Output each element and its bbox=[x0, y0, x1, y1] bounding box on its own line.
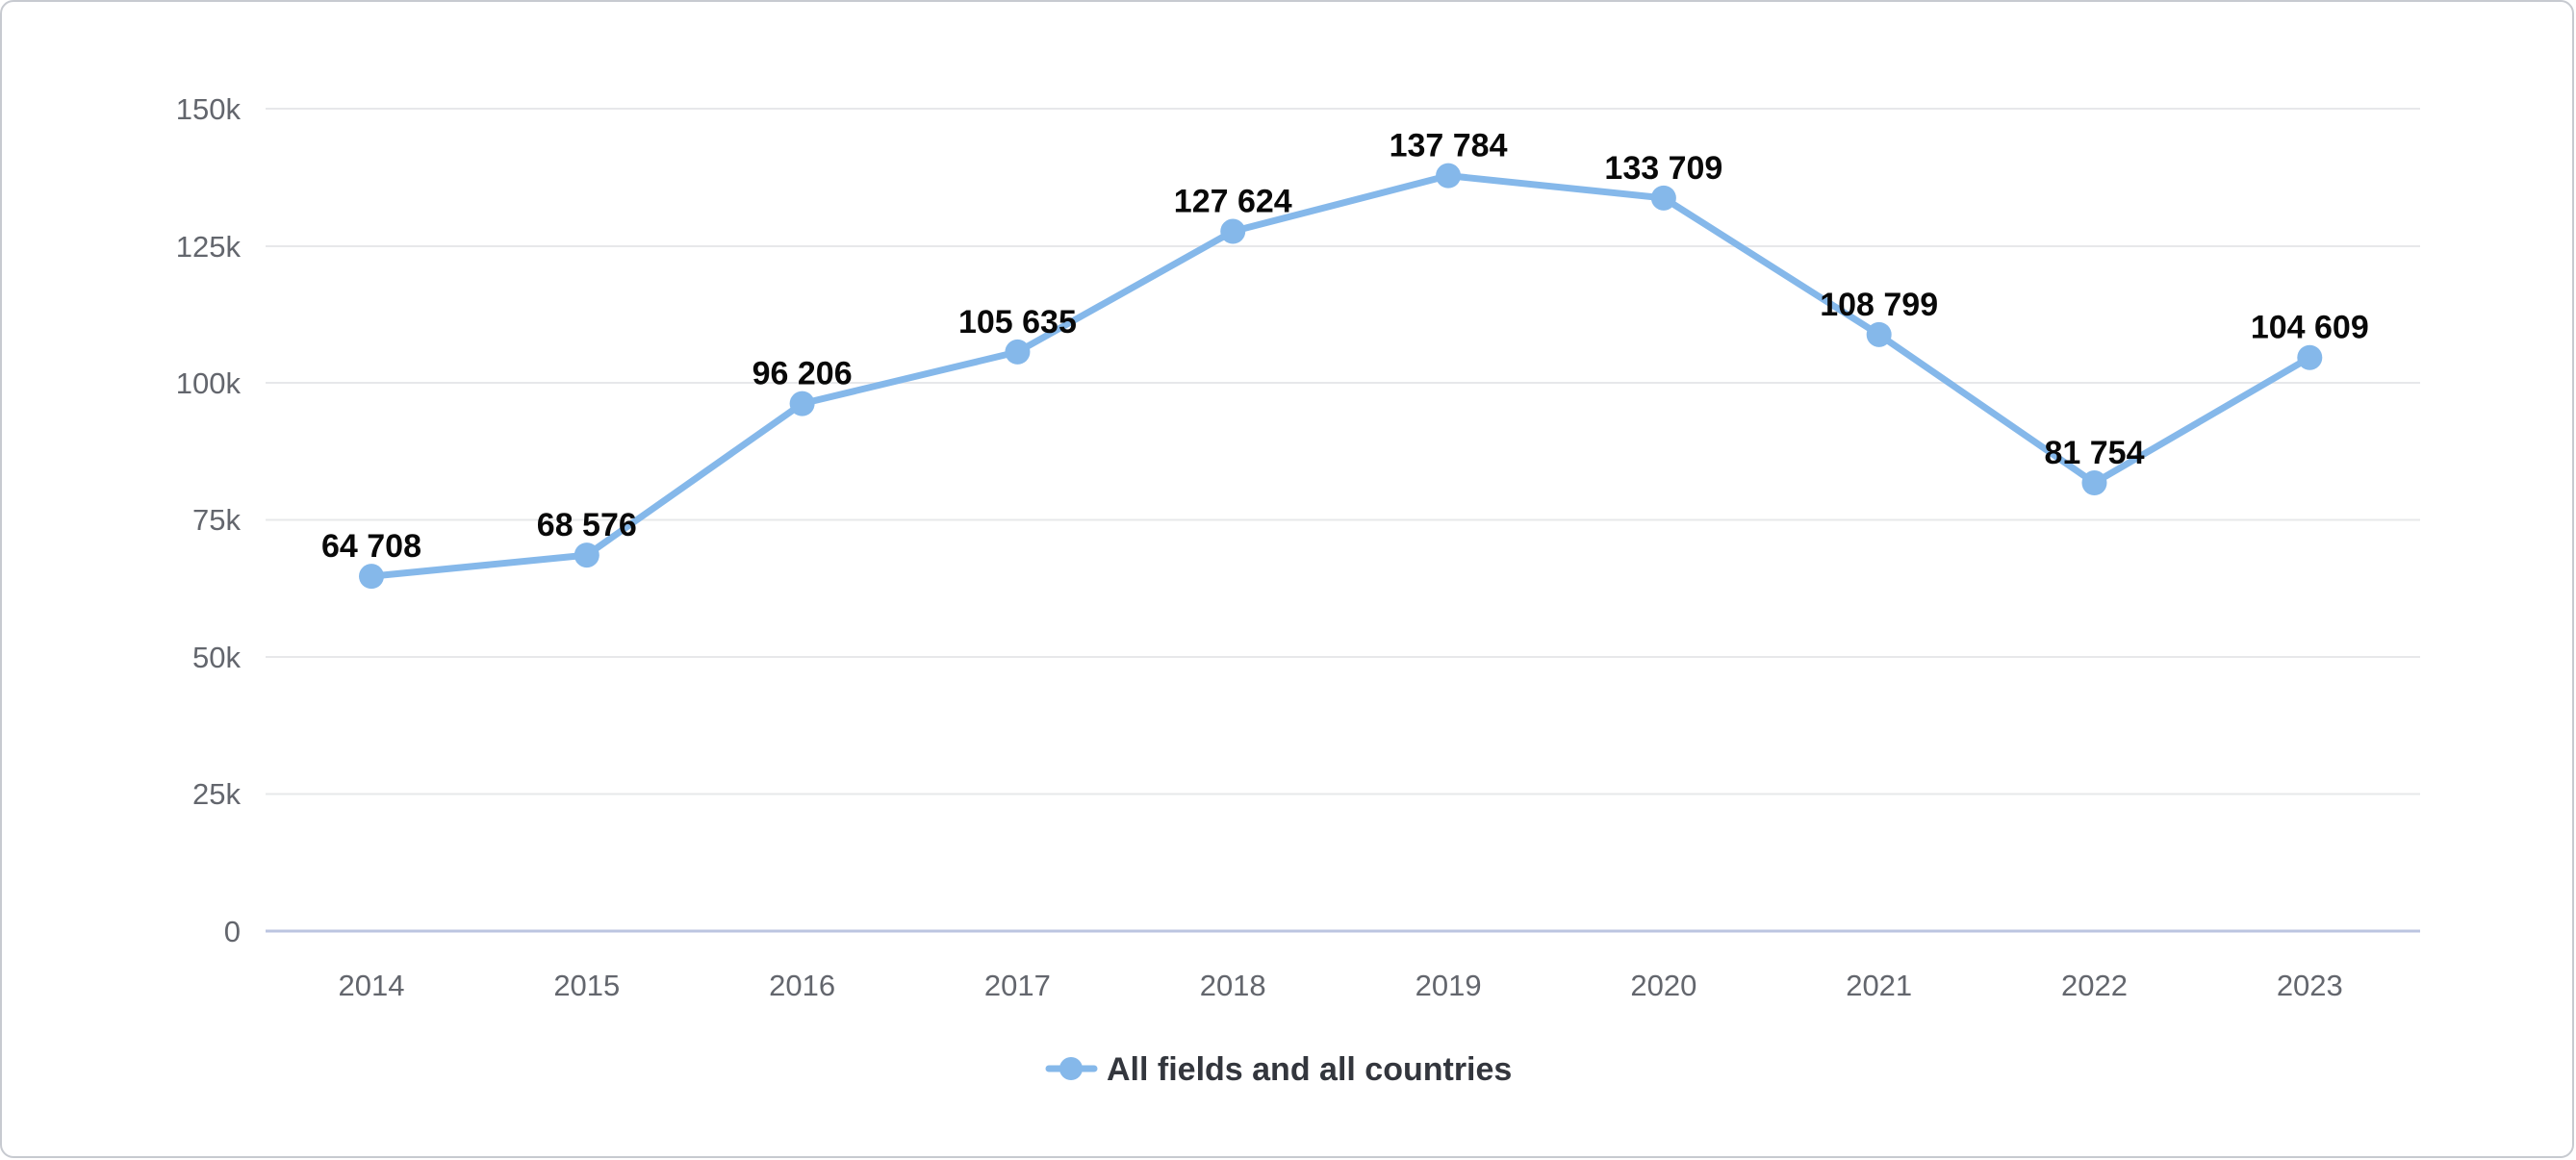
svg-text:68 576: 68 576 bbox=[537, 507, 637, 543]
svg-text:All fields and all countries: All fields and all countries bbox=[1107, 1051, 1512, 1088]
svg-text:133 709: 133 709 bbox=[1604, 150, 1722, 187]
svg-text:2019: 2019 bbox=[1416, 969, 1482, 1002]
svg-text:105 635: 105 635 bbox=[958, 304, 1077, 340]
svg-text:2022: 2022 bbox=[2061, 969, 2128, 1002]
svg-text:2016: 2016 bbox=[769, 969, 835, 1002]
svg-text:108 799: 108 799 bbox=[1820, 287, 1938, 323]
svg-text:100k: 100k bbox=[176, 366, 242, 400]
svg-text:96 206: 96 206 bbox=[752, 356, 853, 392]
svg-text:75k: 75k bbox=[192, 503, 241, 537]
svg-text:50k: 50k bbox=[192, 641, 241, 674]
svg-text:137 784: 137 784 bbox=[1390, 128, 1508, 164]
svg-text:81 754: 81 754 bbox=[2044, 435, 2144, 471]
svg-text:125k: 125k bbox=[176, 230, 242, 264]
svg-text:2023: 2023 bbox=[2277, 969, 2343, 1002]
svg-text:2020: 2020 bbox=[1630, 969, 1696, 1002]
svg-text:2021: 2021 bbox=[1846, 969, 1912, 1002]
svg-text:25k: 25k bbox=[192, 777, 241, 811]
svg-text:0: 0 bbox=[224, 915, 241, 948]
svg-text:64 708: 64 708 bbox=[321, 528, 421, 565]
svg-text:2015: 2015 bbox=[553, 969, 620, 1002]
svg-text:104 609: 104 609 bbox=[2251, 310, 2369, 346]
svg-text:2014: 2014 bbox=[339, 969, 405, 1002]
svg-text:2017: 2017 bbox=[984, 969, 1051, 1002]
svg-text:127 624: 127 624 bbox=[1174, 184, 1292, 220]
svg-text:2018: 2018 bbox=[1200, 969, 1266, 1002]
svg-text:150k: 150k bbox=[176, 92, 242, 126]
